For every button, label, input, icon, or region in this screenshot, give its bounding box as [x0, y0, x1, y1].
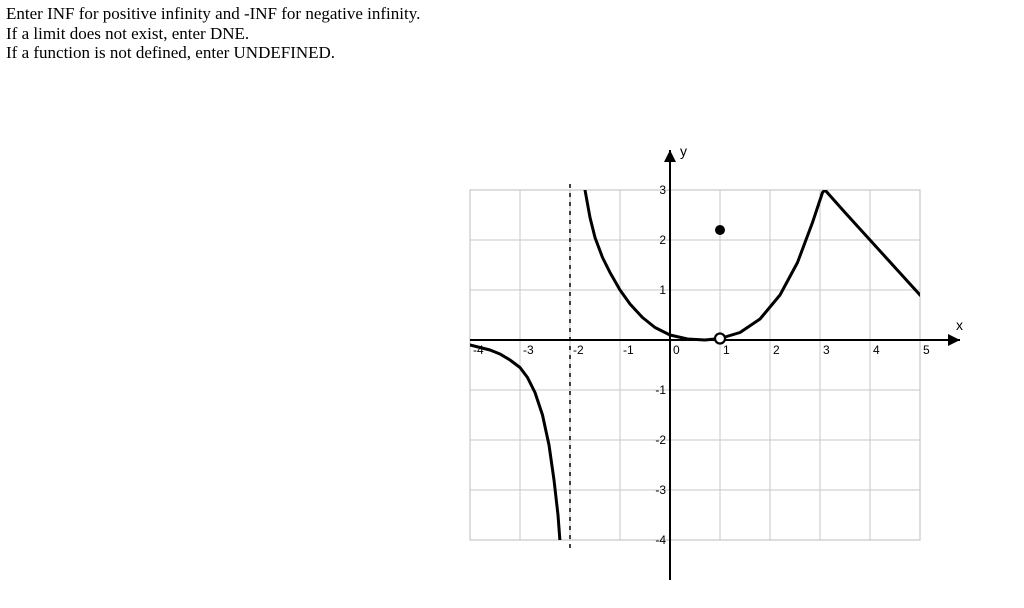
- svg-text:5: 5: [923, 343, 930, 357]
- graph-container: yx-4-3-2-1012345-4-3-2-1123: [440, 110, 980, 590]
- svg-text:2: 2: [773, 343, 780, 357]
- svg-text:-2: -2: [655, 433, 666, 447]
- svg-text:1: 1: [723, 343, 730, 357]
- svg-text:-3: -3: [655, 483, 666, 497]
- svg-text:1: 1: [659, 283, 666, 297]
- svg-text:-1: -1: [655, 383, 666, 397]
- svg-text:-2: -2: [573, 343, 584, 357]
- svg-text:0: 0: [673, 343, 680, 357]
- svg-text:3: 3: [659, 183, 666, 197]
- svg-text:y: y: [680, 143, 687, 159]
- svg-text:-1: -1: [623, 343, 634, 357]
- instruction-line: Enter INF for positive infinity and -INF…: [6, 4, 420, 24]
- svg-text:4: 4: [873, 343, 880, 357]
- instruction-line: If a function is not defined, enter UNDE…: [6, 43, 420, 63]
- instructions-block: Enter INF for positive infinity and -INF…: [6, 4, 420, 63]
- svg-text:x: x: [956, 317, 963, 333]
- svg-text:-4: -4: [655, 533, 666, 547]
- function-graph: yx-4-3-2-1012345-4-3-2-1123: [440, 110, 980, 590]
- svg-text:3: 3: [823, 343, 830, 357]
- instruction-line: If a limit does not exist, enter DNE.: [6, 24, 420, 44]
- svg-text:2: 2: [659, 233, 666, 247]
- svg-text:-3: -3: [523, 343, 534, 357]
